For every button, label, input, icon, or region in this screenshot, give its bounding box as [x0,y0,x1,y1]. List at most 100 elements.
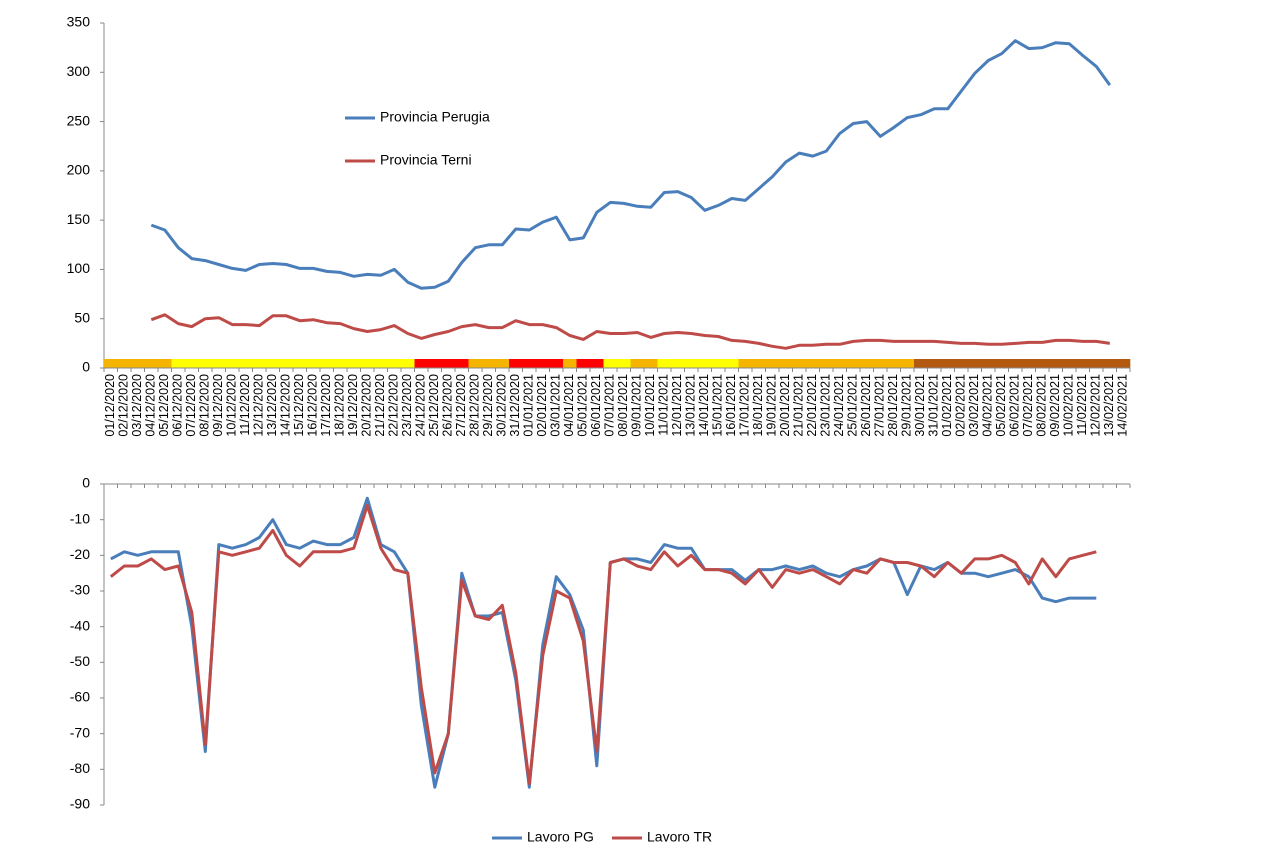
x-tick-label: 28/12/2020 [468,374,482,437]
x-tick-label: 03/01/2021 [549,374,563,437]
x-tick-label: 16/12/2020 [306,374,320,437]
zone-band [1022,359,1036,368]
x-tick-label: 02/01/2021 [535,374,549,437]
zone-band [887,359,901,368]
x-tick-label: 29/12/2020 [481,374,495,437]
x-tick-label: 25/12/2020 [427,374,441,437]
y-tick-label: 250 [67,112,91,128]
x-tick-label: 13/01/2021 [684,374,698,437]
zone-band [1049,359,1063,368]
x-tick-label: 20/01/2021 [778,374,792,437]
zone-band [711,359,726,368]
zone-band [1035,359,1050,368]
y-tick-label: 150 [67,211,91,227]
zone-band [1116,359,1131,368]
x-tick-label: 13/12/2020 [265,374,279,437]
y-tick-label: -60 [70,689,90,705]
zone-band [509,359,523,368]
x-tick-label: 12/01/2021 [670,374,684,437]
x-tick-label: 26/01/2021 [859,374,873,437]
x-tick-label: 15/12/2020 [292,374,306,437]
x-tick-label: 14/02/2021 [1116,374,1130,437]
y-tick-label: 0 [82,475,90,491]
x-tick-label: 15/01/2021 [711,374,725,437]
zone-band [482,359,496,368]
x-tick-label: 22/12/2020 [387,374,401,437]
zone-band [158,359,172,368]
x-tick-label: 19/01/2021 [765,374,779,437]
y-tick-label: 300 [67,63,91,79]
zone-band [279,359,294,368]
zone-band [792,359,807,368]
zone-band [387,359,402,368]
zone-band [171,359,186,368]
x-tick-label: 03/02/2021 [967,374,981,437]
zone-band [1103,359,1117,368]
x-tick-label: 01/12/2020 [103,374,117,437]
x-tick-label: 21/01/2021 [792,374,806,437]
x-tick-label: 06/01/2021 [589,374,603,437]
x-tick-label: 03/12/2020 [130,374,144,437]
x-tick-label: 13/02/2021 [1102,374,1116,437]
x-tick-label: 12/12/2020 [252,374,266,437]
zone-band [441,359,456,368]
zone-band [954,359,969,368]
zone-band [995,359,1009,368]
x-tick-label: 31/12/2020 [508,374,522,437]
x-tick-label: 12/02/2021 [1089,374,1103,437]
x-tick-label: 21/12/2020 [373,374,387,437]
x-tick-label: 28/01/2021 [886,374,900,437]
zone-band [1062,359,1077,368]
x-tick-label: 20/12/2020 [360,374,374,437]
x-tick-label: 10/02/2021 [1062,374,1076,437]
zone-band [306,359,321,368]
x-tick-label: 09/12/2020 [211,374,225,437]
zone-band [1076,359,1090,368]
zone-band [266,359,280,368]
x-tick-label: 30/12/2020 [495,374,509,437]
x-tick-label: 26/12/2020 [441,374,455,437]
zone-band [927,359,942,368]
zone-band [401,359,415,368]
zone-band [617,359,631,368]
zone-band [549,359,564,368]
zone-band [347,359,361,368]
zone-band [873,359,888,368]
zone-band [914,359,928,368]
legend-label: Lavoro TR [647,829,712,845]
zone-band [144,359,159,368]
zone-band [644,359,658,368]
zone-band [333,359,348,368]
zone-band [630,359,645,368]
y-tick-label: -80 [70,760,90,776]
legend-label: Lavoro PG [527,829,594,845]
x-tick-label: 02/12/2020 [117,374,131,437]
zone-band [860,359,874,368]
zone-band [104,359,118,368]
x-tick-label: 10/01/2021 [643,374,657,437]
x-tick-label: 14/12/2020 [279,374,293,437]
zone-band [522,359,537,368]
x-tick-label: 11/01/2021 [657,374,671,436]
x-tick-label: 24/12/2020 [414,374,428,437]
x-tick-label: 31/01/2021 [927,374,941,437]
x-tick-label: 23/12/2020 [400,374,414,437]
x-tick-label: 29/01/2021 [900,374,914,437]
x-tick-label: 11/12/2020 [238,374,252,436]
zone-band [1089,359,1104,368]
zone-band [819,359,834,368]
zone-band [360,359,375,368]
y-tick-label: -50 [70,653,90,669]
zone-band [698,359,712,368]
x-tick-label: 24/01/2021 [832,374,846,437]
zone-band [428,359,442,368]
x-tick-label: 01/02/2021 [940,374,954,437]
zone-band [900,359,915,368]
zone-band [738,359,753,368]
zone-band [320,359,334,368]
x-tick-label: 04/12/2020 [144,374,158,437]
x-tick-label: 08/02/2021 [1035,374,1049,437]
zone-band [603,359,618,368]
x-tick-label: 11/02/2021 [1075,374,1089,436]
